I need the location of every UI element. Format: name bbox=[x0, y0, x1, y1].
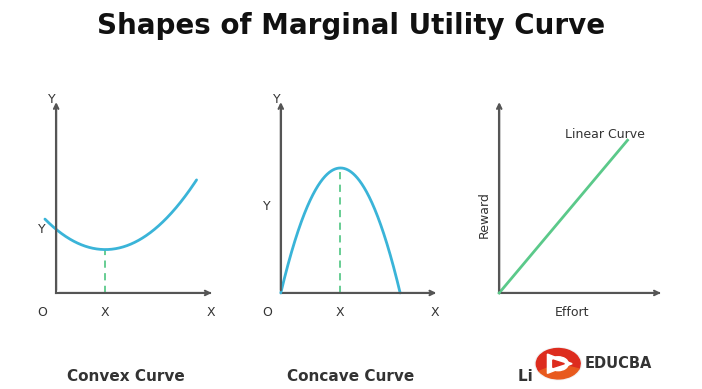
Text: Y: Y bbox=[39, 223, 46, 236]
Text: Linear Curve: Linear Curve bbox=[517, 369, 627, 384]
Wedge shape bbox=[536, 349, 580, 371]
Circle shape bbox=[535, 348, 581, 380]
Polygon shape bbox=[553, 360, 564, 368]
Text: O: O bbox=[262, 305, 272, 319]
Circle shape bbox=[548, 357, 569, 371]
Text: EDUCBA: EDUCBA bbox=[585, 356, 652, 371]
Text: Linear Curve: Linear Curve bbox=[565, 128, 644, 141]
Wedge shape bbox=[539, 364, 579, 379]
Text: Y: Y bbox=[273, 93, 280, 105]
Text: Convex Curve: Convex Curve bbox=[67, 369, 185, 384]
Text: Effort: Effort bbox=[555, 305, 590, 319]
Polygon shape bbox=[548, 354, 572, 373]
Text: Y: Y bbox=[263, 200, 270, 213]
Text: Shapes of Marginal Utility Curve: Shapes of Marginal Utility Curve bbox=[97, 12, 605, 40]
Text: Concave Curve: Concave Curve bbox=[287, 369, 415, 384]
Text: X: X bbox=[431, 305, 439, 319]
Text: Y: Y bbox=[48, 93, 55, 105]
Text: O: O bbox=[37, 305, 47, 319]
Text: X: X bbox=[101, 305, 110, 319]
Text: Reward: Reward bbox=[478, 191, 491, 238]
Text: X: X bbox=[336, 305, 345, 319]
Text: X: X bbox=[206, 305, 215, 319]
